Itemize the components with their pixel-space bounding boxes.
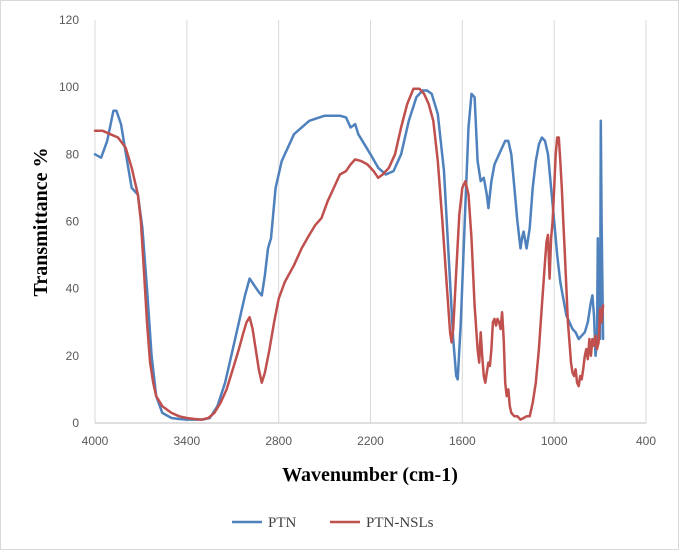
- y-axis-title: Transmittance %: [30, 147, 52, 296]
- legend-label-ptn: PTN: [268, 515, 297, 531]
- x-tick-label: 1000: [541, 434, 568, 448]
- y-tick-label: 100: [59, 80, 79, 94]
- x-tick-label: 4000: [82, 434, 109, 448]
- y-tick-label: 80: [66, 147, 80, 161]
- x-tick-labels: 4000 3400 2800 2200 1600 1000 400: [82, 434, 657, 448]
- x-tick-label: 2800: [265, 434, 292, 448]
- y-tick-label: 0: [72, 416, 79, 430]
- x-tick-label: 400: [636, 434, 656, 448]
- y-tick-label: 20: [66, 349, 80, 363]
- y-tick-label: 40: [66, 282, 80, 296]
- x-tick-label: 1600: [449, 434, 476, 448]
- y-tick-labels: 0 20 40 60 80 100 120: [59, 13, 79, 430]
- x-tick-label: 2200: [357, 434, 384, 448]
- y-tick-label: 60: [66, 215, 80, 229]
- legend: PTN PTN-NSLs: [232, 515, 434, 531]
- series-line-ptn-nsls: [93, 87, 605, 421]
- x-tick-label: 3400: [173, 434, 200, 448]
- series-layer: [93, 87, 605, 421]
- y-tick-label: 120: [59, 13, 79, 27]
- legend-label-ptn-nsls: PTN-NSLs: [366, 515, 434, 531]
- series-line-ptn: [93, 89, 605, 421]
- x-axis-title: Wavenumber (cm-1): [282, 464, 458, 486]
